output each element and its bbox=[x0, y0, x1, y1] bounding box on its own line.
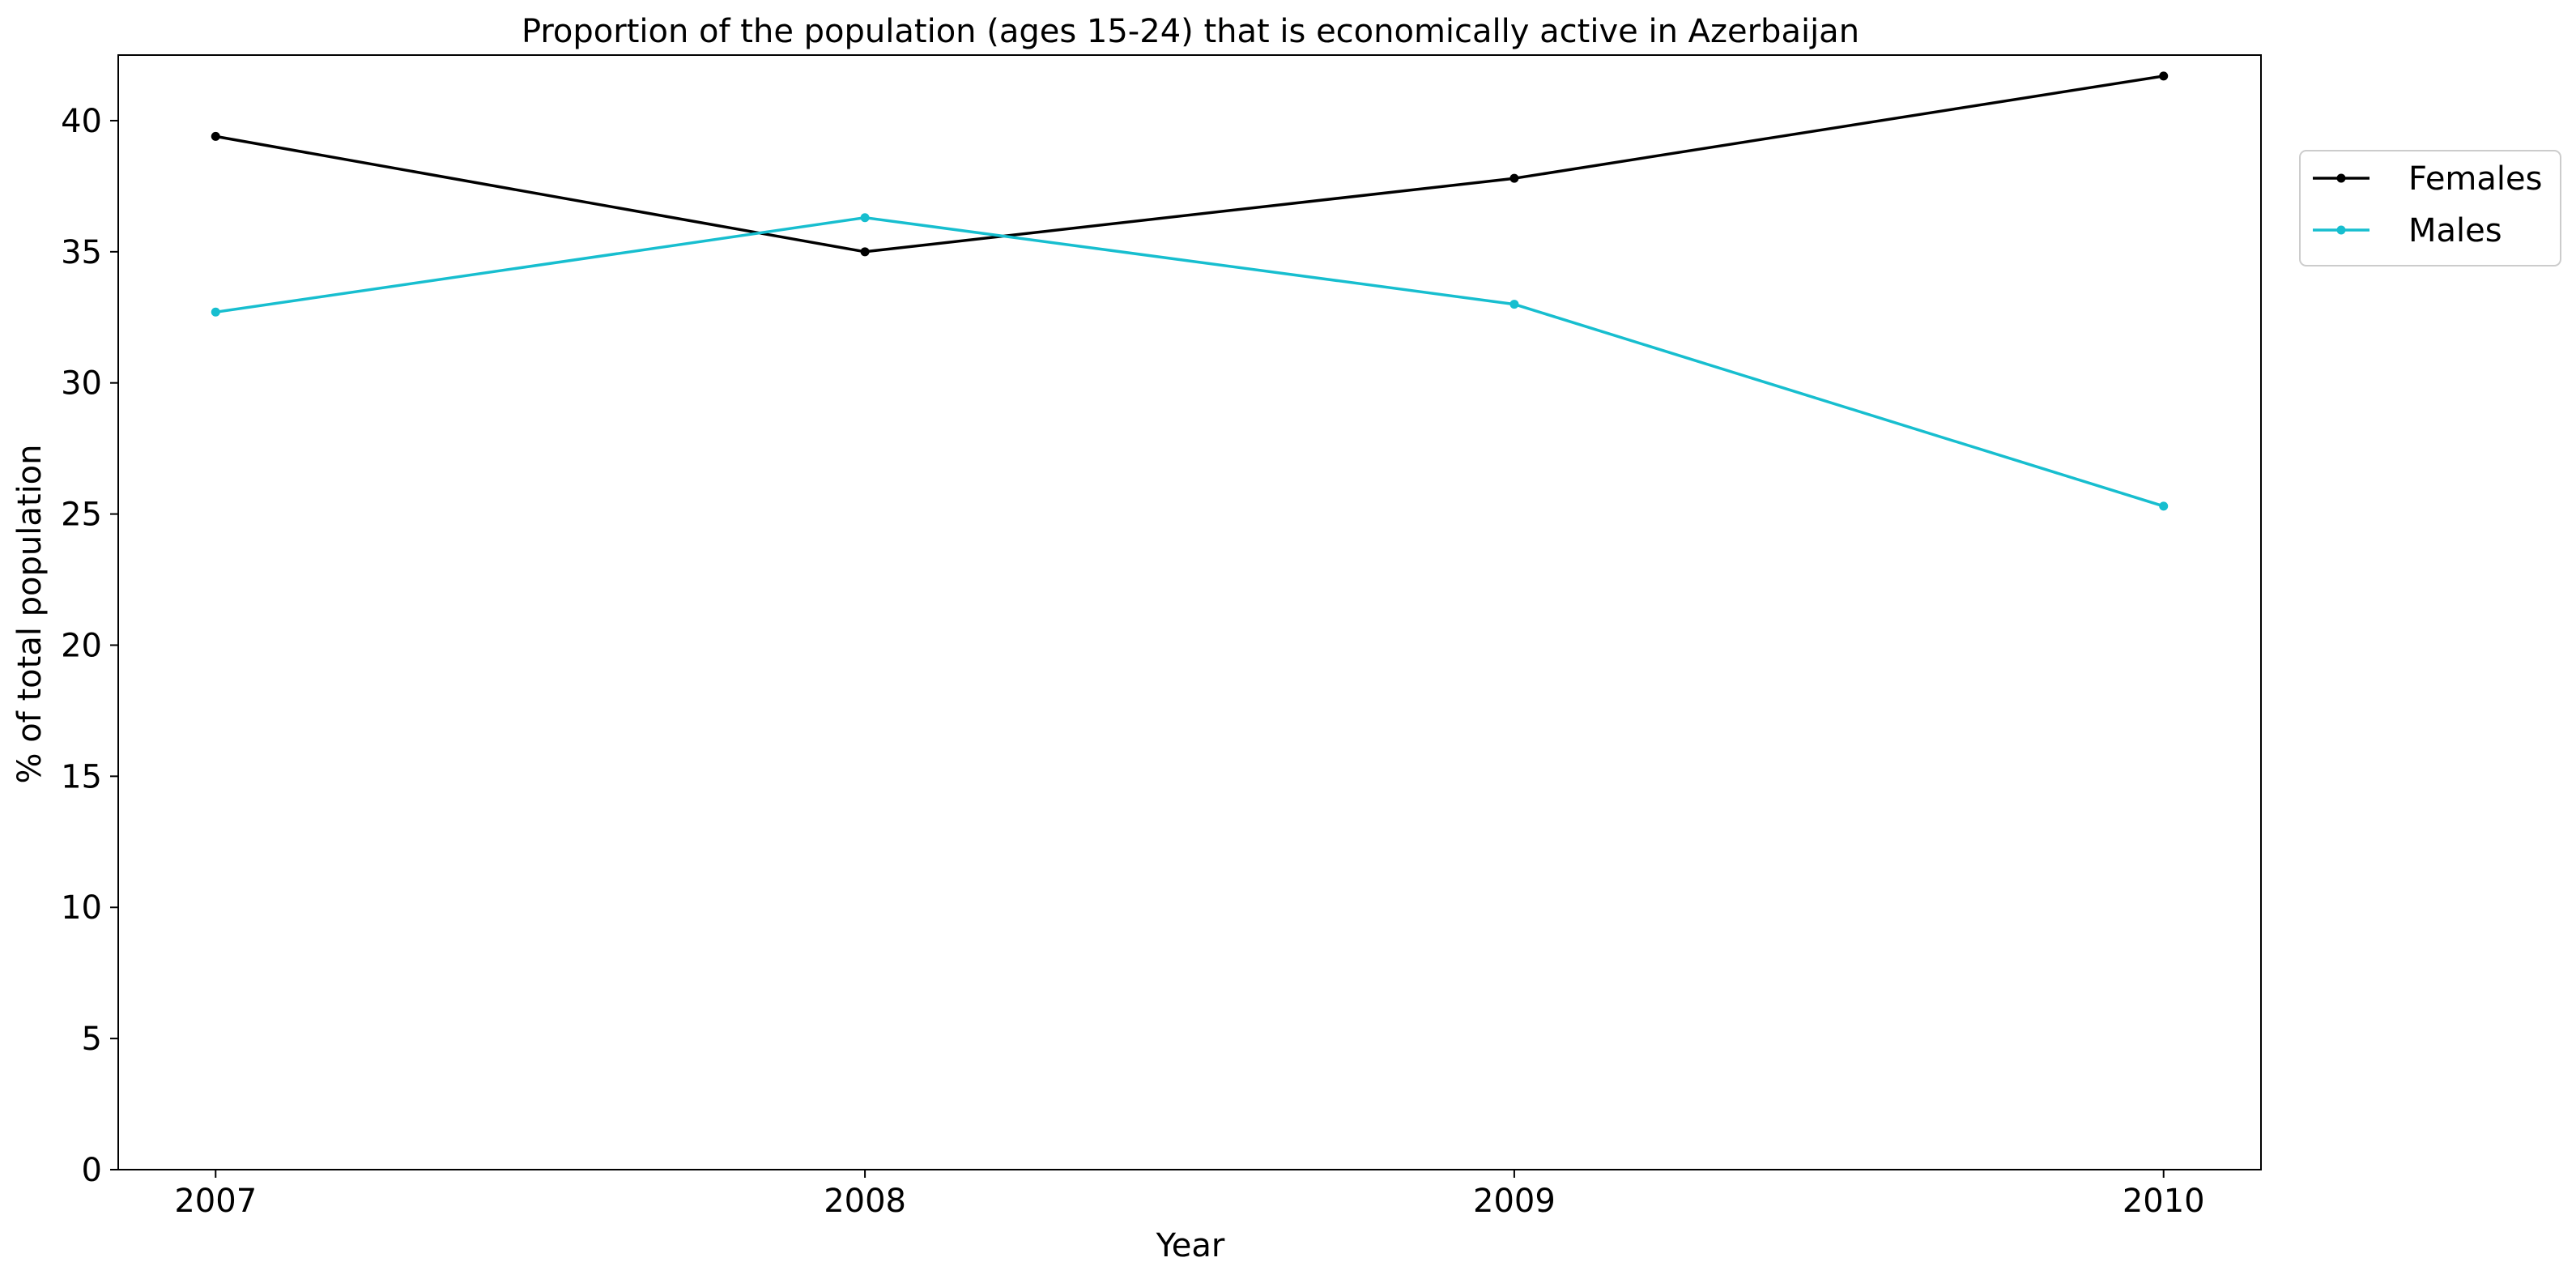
y-tick-label: 30 bbox=[61, 365, 102, 403]
y-tick-label: 5 bbox=[82, 1021, 102, 1058]
data-point-females bbox=[211, 131, 220, 141]
legend-label-males: Males bbox=[2408, 212, 2502, 249]
y-tick-label: 25 bbox=[61, 497, 102, 534]
y-axis-label: % of total population bbox=[11, 444, 49, 783]
data-point-females bbox=[1509, 173, 1519, 183]
legend: Females Males bbox=[2299, 150, 2561, 266]
y-tick-label: 40 bbox=[61, 103, 102, 140]
legend-swatch-marker-males bbox=[2336, 225, 2346, 235]
y-tick-label: 15 bbox=[61, 758, 102, 795]
x-tick-label: 2010 bbox=[2123, 1183, 2205, 1220]
plot-frame bbox=[117, 54, 2262, 1170]
x-axis-label: Year bbox=[1156, 1227, 1225, 1264]
y-tick-label: 35 bbox=[61, 234, 102, 271]
data-point-females bbox=[860, 247, 870, 257]
legend-swatch-marker-females bbox=[2336, 173, 2346, 183]
y-tick-label: 10 bbox=[61, 889, 102, 927]
y-tick-label: 20 bbox=[61, 627, 102, 664]
y-tick-label: 0 bbox=[82, 1152, 102, 1189]
plot-area: 0 5 10 15 20 25 30 35 40 2007 2008 2009 2010 bbox=[61, 54, 2262, 1220]
chart-title: Proportion of the population (ages 15-24… bbox=[522, 13, 1859, 50]
series-line-females bbox=[215, 75, 2164, 254]
x-tick-label: 2009 bbox=[1473, 1183, 1556, 1220]
x-tick-label: 2008 bbox=[824, 1183, 906, 1220]
data-point-males bbox=[860, 213, 870, 223]
data-point-males bbox=[2159, 501, 2169, 511]
data-point-males bbox=[211, 307, 220, 317]
series-line-males bbox=[215, 215, 2165, 508]
data-point-females bbox=[2159, 71, 2169, 81]
legend-label-females: Females bbox=[2408, 160, 2542, 198]
x-tick-label: 2007 bbox=[174, 1183, 257, 1220]
data-point-males bbox=[1509, 300, 1519, 309]
